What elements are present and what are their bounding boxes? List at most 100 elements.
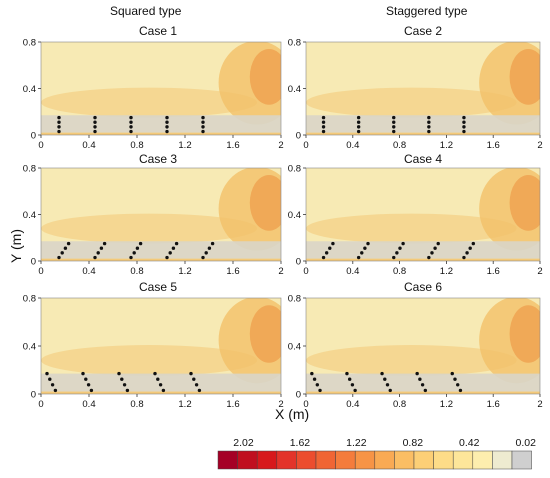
x-tick-label: 0.4: [346, 140, 359, 151]
stem-dot: [60, 251, 64, 255]
x-tick-label: 0.8: [130, 399, 143, 410]
stem-dot: [135, 246, 140, 250]
stem-dot: [356, 115, 361, 120]
hot-zone: [249, 48, 281, 105]
stem-dot: [93, 115, 97, 120]
stem-dot: [360, 251, 364, 255]
x-tick-label: 0.8: [393, 266, 406, 277]
y-tick-label: 0: [31, 257, 36, 268]
velocity-field: [41, 298, 281, 394]
stem-dot: [117, 371, 121, 376]
colorbar-swatch: [276, 450, 297, 470]
stem-dot: [189, 371, 193, 376]
stem-dot: [430, 251, 434, 255]
stem-dot: [324, 251, 329, 255]
stem-dot: [63, 246, 68, 250]
bed-layer: [41, 132, 281, 135]
stem-dot: [462, 120, 466, 124]
colorbar-label: 2.02: [233, 437, 254, 449]
colorbar-swatch: [296, 450, 317, 470]
stem-dot: [102, 241, 107, 246]
y-tick-label: 0.4: [23, 84, 36, 95]
x-tick-label: 0.4: [82, 266, 95, 277]
stem-dot: [50, 383, 55, 387]
y-tick-label: 0: [296, 390, 301, 401]
stem-dot: [57, 115, 61, 120]
stem-dot: [81, 371, 85, 376]
stem-dot: [310, 371, 314, 376]
column-title-squared: Squared type: [110, 4, 182, 18]
stem-dot: [194, 383, 199, 387]
y-tick-label: 0.8: [288, 164, 301, 175]
x-axis-label: X (m): [275, 406, 310, 422]
stem-dot: [353, 388, 357, 393]
colorbar-swatch: [335, 450, 356, 470]
x-tick-label: 1.2: [440, 266, 453, 277]
stem-dot: [165, 120, 169, 124]
stem-dot: [471, 241, 476, 246]
hot-zone: [249, 174, 281, 231]
x-tick-label: 0: [38, 140, 43, 151]
stem-dot: [415, 371, 419, 376]
x-tick-label: 0: [303, 140, 308, 151]
stem-dot: [93, 120, 97, 124]
x-tick-label: 2: [537, 140, 542, 151]
stem-dot: [356, 120, 361, 124]
stem-dot: [99, 246, 104, 250]
x-tick-label: 0: [303, 266, 308, 277]
stem-dot: [48, 377, 52, 381]
stem-dot: [392, 129, 396, 134]
stem-dot: [66, 241, 71, 246]
stem-dot: [165, 255, 169, 260]
stem-dot: [427, 125, 431, 129]
stem-dot: [321, 115, 326, 120]
stem-dot: [201, 129, 205, 134]
stem-dot: [57, 129, 61, 134]
stem-dot: [174, 241, 179, 246]
x-tick-label: 0.8: [130, 266, 143, 277]
stem-dot: [383, 377, 387, 381]
stem-dot: [129, 120, 133, 124]
stem-dot: [468, 246, 472, 250]
stem-dot: [171, 246, 176, 250]
x-tick-label: 0: [38, 266, 43, 277]
x-tick-label: 0.8: [393, 140, 406, 151]
x-tick-label: 1.2: [178, 266, 191, 277]
x-tick-label: 1.6: [487, 140, 500, 151]
stem-dot: [165, 125, 169, 129]
x-tick-label: 1.6: [487, 266, 500, 277]
colorbar-swatch: [217, 450, 238, 470]
stem-dot: [450, 371, 454, 376]
stem-dot: [312, 377, 317, 381]
stem-dot: [462, 115, 466, 120]
stem-dot: [328, 246, 332, 250]
y-tick-label: 0.4: [23, 210, 36, 221]
warm-band: [306, 213, 517, 244]
stem-dot: [392, 255, 396, 260]
case-title-5: Case 5: [139, 280, 178, 294]
stem-dot: [347, 377, 352, 381]
x-tick-label: 2: [278, 140, 283, 151]
stem-dot: [120, 377, 124, 381]
hot-zone: [249, 305, 281, 363]
stem-dot: [392, 125, 396, 129]
y-tick-label: 0.4: [288, 84, 301, 95]
colorbar-label: 0.42: [459, 437, 480, 449]
colorbar-swatch: [374, 450, 395, 470]
stem-dot: [433, 246, 437, 250]
stem-dot: [197, 388, 202, 393]
stem-dot: [321, 125, 326, 129]
panel-6: 0 0.4 0.8 1.2 1.6 2 0 0.4 0.8: [288, 294, 543, 411]
y-tick-label: 0: [296, 131, 301, 142]
colorbar-swatch: [413, 450, 434, 470]
stem-dot: [192, 377, 196, 381]
y-tick-label: 0: [296, 257, 301, 268]
stem-dot: [392, 120, 396, 124]
colorbar-swatch: [492, 450, 513, 470]
y-tick-label: 0.8: [288, 38, 301, 49]
stem-dot: [57, 120, 61, 124]
colorbar-swatch: [256, 450, 278, 470]
y-tick-label: 0.8: [23, 164, 36, 175]
bed-layer: [306, 132, 540, 135]
stem-dot: [380, 371, 384, 376]
